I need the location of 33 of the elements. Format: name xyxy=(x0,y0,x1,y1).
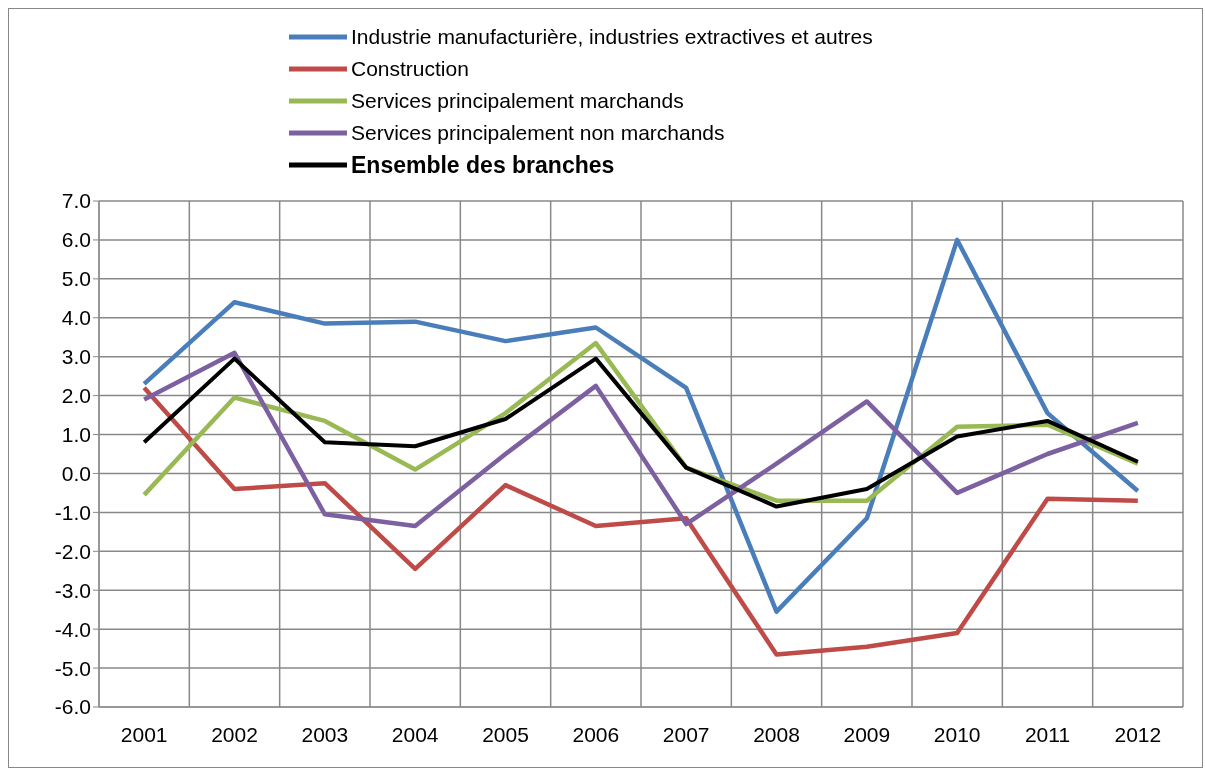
x-tick-label: 2008 xyxy=(753,722,800,746)
line-series xyxy=(141,385,1141,657)
y-tick-label: -3.0 xyxy=(54,578,91,602)
x-tick-label: 2005 xyxy=(482,722,529,746)
legend-label: Ensemble des branches xyxy=(351,151,615,179)
legend-label: Construction xyxy=(351,57,469,81)
x-tick-label: 2007 xyxy=(662,722,710,746)
legend-label: Services principalement marchands xyxy=(351,89,684,113)
y-tick-label: -5.0 xyxy=(54,656,91,680)
y-tick-label: 2.0 xyxy=(61,384,91,408)
x-tick-label: 2002 xyxy=(211,722,258,746)
y-tick-label: -2.0 xyxy=(54,539,91,563)
y-tick-label: 1.0 xyxy=(61,422,91,446)
y-tick-label: 4.0 xyxy=(61,306,91,330)
x-tick-label: 2010 xyxy=(933,722,981,746)
x-tick-label: 2003 xyxy=(301,722,349,746)
x-tick-label: 2006 xyxy=(572,722,620,746)
y-tick-label: -4.0 xyxy=(54,617,91,641)
y-tick-label: -1.0 xyxy=(54,500,91,524)
x-tick-label: 2009 xyxy=(843,722,891,746)
y-tick-label: 7.0 xyxy=(61,189,91,213)
x-tick-label: 2001 xyxy=(120,722,168,746)
x-tick-label: 2004 xyxy=(391,722,439,746)
legend-label: Services principalement non marchands xyxy=(351,121,725,145)
x-tick-label: 2011 xyxy=(1024,722,1071,746)
legend-label: Industrie manufacturière, industries extractives et autres xyxy=(351,25,873,49)
y-tick-label: 0.0 xyxy=(61,461,91,485)
x-tick-label: 2012 xyxy=(1114,722,1162,746)
y-tick-label: -6.0 xyxy=(54,695,91,719)
line-series xyxy=(141,237,1141,614)
y-tick-label: 5.0 xyxy=(61,267,91,291)
y-tick-label: 3.0 xyxy=(61,345,91,369)
y-tick-label: 6.0 xyxy=(61,228,91,252)
